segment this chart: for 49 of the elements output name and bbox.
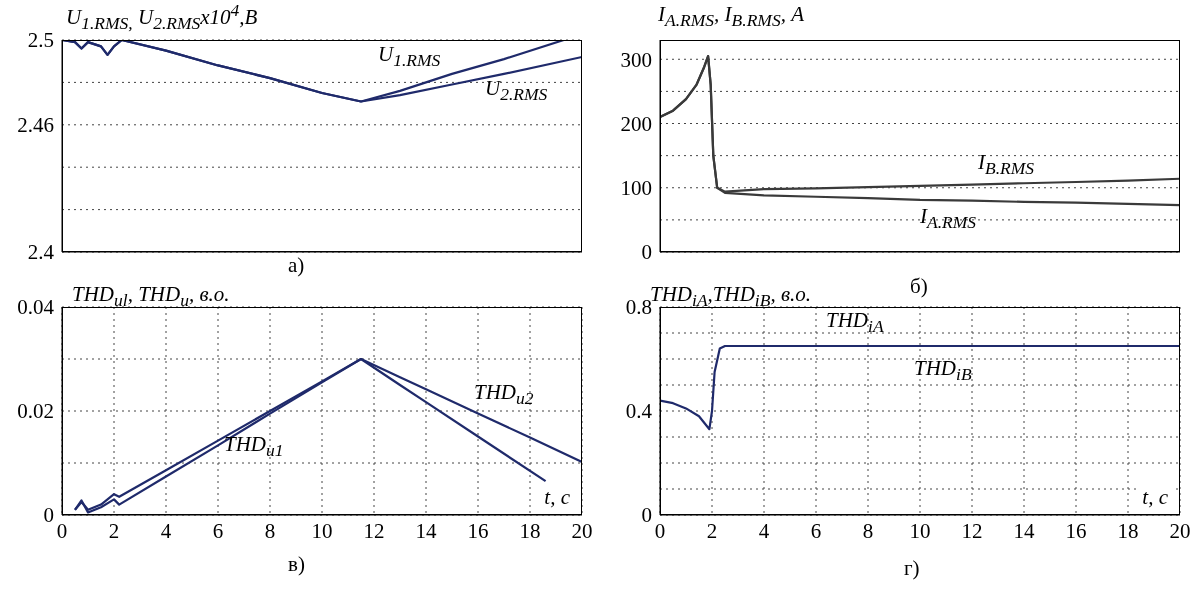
y-tick-label: 0 [641, 240, 652, 265]
x-tick-label: 6 [810, 518, 822, 543]
x-tick-label: 12 [961, 518, 983, 543]
text: б) [910, 274, 928, 298]
y-tick-label: 0.02 [17, 399, 54, 424]
x-axis-title: t, с [540, 485, 574, 510]
x-tick-label: 12 [363, 518, 385, 543]
y-tick-label: 2.4 [27, 240, 55, 265]
y-axis-title: I$_{A.RMS}$, I$_{B.RMS}$, А [658, 2, 805, 31]
x-tick-label: 8 [862, 518, 874, 543]
series-label: U$_{1.RMS}$ [378, 42, 441, 71]
series-label: THD$_{u2}$ [474, 380, 534, 409]
series-label: U$_{2.RMS}$ [485, 76, 548, 105]
x-tick-label: 10 [909, 518, 931, 543]
x-tick-label: 14 [1013, 518, 1035, 543]
x-tick-label: 20 [1169, 518, 1191, 543]
y-axis-title: U$_{1.RMS,}$ U$_{2.RMS}$x10$^{4}$,В [66, 0, 258, 34]
x-tick-label: 16 [467, 518, 489, 543]
y-tick-label: 0.8 [625, 295, 652, 320]
text: г) [904, 556, 920, 580]
text: а) [288, 253, 305, 277]
y-tick-label: 0.04 [17, 295, 55, 320]
y-tick-label: 100 [620, 176, 652, 201]
x-tick-label: 18 [1117, 518, 1139, 543]
x-tick-label: 4 [758, 518, 770, 543]
series-label: THD$_{u1}$ [224, 432, 284, 461]
x-axis-title: t, с [1138, 485, 1172, 510]
y-tick-label: 0.4 [625, 399, 653, 424]
series-label: I$_{A.RMS}$ [920, 204, 977, 233]
series-label: I$_{B.RMS}$ [978, 150, 1035, 179]
x-tick-label: 2 [108, 518, 120, 543]
x-tick-label: 4 [160, 518, 172, 543]
x-tick-label: 8 [264, 518, 276, 543]
x-tick-label: 10 [311, 518, 333, 543]
x-tick-label: 2 [706, 518, 718, 543]
y-axis-title: THD$_{ul}$, THD$_{u}$, в.о. [72, 282, 230, 311]
x-tick-label: 20 [571, 518, 593, 543]
y-tick-label: 300 [620, 47, 652, 72]
x-tick-label: 18 [519, 518, 541, 543]
annotation: THD$_{iB}$ [914, 356, 972, 385]
annotation: THD$_{iA}$ [826, 308, 884, 337]
x-tick-label: 14 [415, 518, 437, 543]
y-tick-label: 2.5 [27, 28, 54, 53]
y-tick-label: 2.46 [17, 113, 54, 138]
x-tick-label: 16 [1065, 518, 1087, 543]
text: в) [288, 552, 305, 576]
y-tick-label: 200 [620, 111, 652, 136]
y-axis-title: THD$_{iA}$,THD$_{iB}$, в.о. [650, 282, 812, 311]
x-tick-label: 6 [212, 518, 224, 543]
